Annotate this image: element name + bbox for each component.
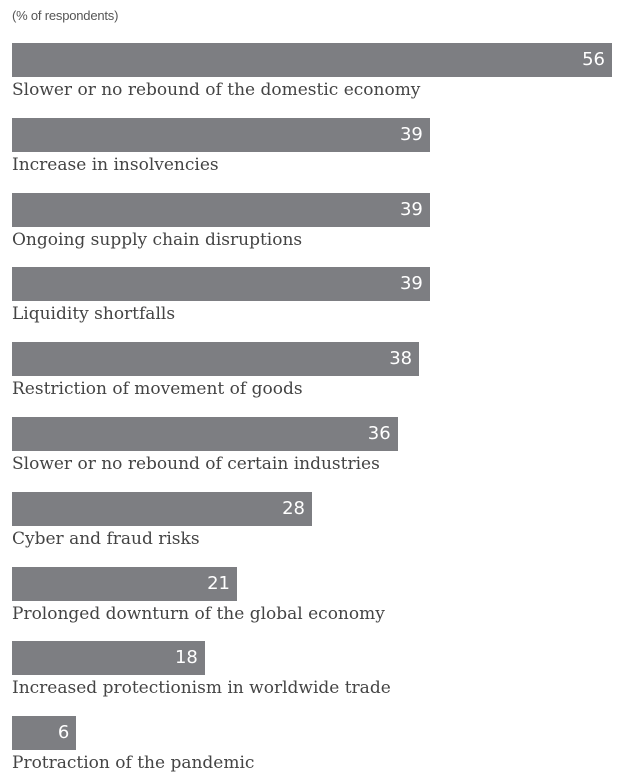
category-label: Slower or no rebound of certain industri…	[12, 454, 380, 474]
bar-row: 6 Protraction of the pandemic	[12, 716, 612, 776]
category-label: Restriction of movement of goods	[12, 379, 303, 400]
bar: 6	[12, 716, 77, 751]
chart-subtitle: (% of respondents)	[12, 8, 119, 23]
bar-value-label: 28	[282, 497, 305, 519]
bar: 39	[12, 192, 430, 227]
category-label: Ongoing supply chain disruptions	[12, 229, 303, 250]
bar-value-label: 21	[207, 572, 230, 594]
bar-value-label: 18	[174, 647, 198, 669]
category-label: Cyber and fraud risks	[12, 528, 200, 549]
category-label: Prolonged downturn of the global economy	[12, 603, 385, 624]
bar-value-label: 39	[399, 123, 423, 145]
bar: 28	[12, 491, 312, 526]
category-label: Slower or no rebound of the domestic eco…	[12, 80, 421, 100]
bar-row: 39 Ongoing supply chain disruptions	[12, 192, 612, 253]
bar-value-label: 56	[582, 49, 605, 70]
bar-value-label: 36	[367, 423, 391, 444]
bar-row: 18 Increased protectionism in worldwide t…	[12, 641, 612, 701]
bar-row: 36 Slower or no rebound of certain indust…	[12, 417, 612, 477]
bar-row: 56 Slower or no rebound of the domestic e…	[12, 43, 612, 103]
category-label: Increased protectionism in worldwide tra…	[12, 678, 391, 699]
bar-row: 39 Liquidity shortfalls	[12, 267, 612, 327]
bar-row: 38 Restriction of movement of goods	[12, 342, 612, 402]
bar-row: 28 Cyber and fraud risks	[12, 491, 612, 552]
bar: 39	[12, 117, 430, 152]
category-label: Liquidity shortfalls	[12, 304, 176, 325]
bar: 56	[12, 43, 612, 77]
bar-value-label: 6	[57, 722, 70, 744]
bar: 21	[12, 566, 237, 601]
bar-value-label: 39	[399, 198, 423, 220]
category-label: Protraction of the pandemic	[12, 753, 255, 774]
bar: 36	[12, 417, 398, 451]
bar-row: 21 Prolonged downturn of the global econo…	[12, 566, 612, 627]
bar: 39	[12, 267, 430, 302]
bar: 18	[12, 641, 205, 676]
bar-value-label: 38	[389, 348, 413, 370]
category-label: Increase in insolvencies	[12, 154, 219, 175]
bar: 38	[12, 342, 420, 377]
bar-row: 39 Increase in insolvencies	[12, 117, 612, 178]
bar-value-label: 39	[399, 273, 423, 295]
